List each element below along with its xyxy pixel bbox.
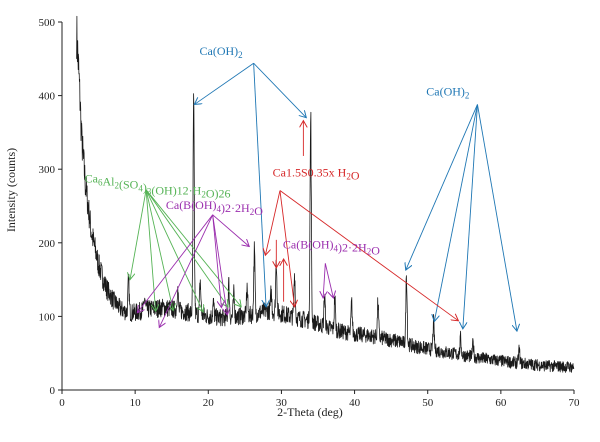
annotation-arrow [406,104,478,270]
x-tick-label: 0 [59,397,65,409]
annotation-group: Ca(B(OH)4)2·2H2O [283,238,380,298]
annotation-arrow [477,104,516,331]
annotation-group: Ca(B(OH)4)2·2H2O [137,198,263,327]
y-axis-title: Intensity (counts) [4,148,18,232]
annotation-arrow [279,190,458,321]
x-axis-title: 2-Theta (deg) [277,405,343,419]
x-tick-label: 10 [130,397,142,409]
y-ticks: 0 100 200 300 400 500 [39,17,62,397]
y-tick-label: 100 [39,311,56,323]
annotation-arrow [145,189,173,311]
annotation-arrow [130,189,147,280]
axes: 0 100 200 300 400 500 0 10 20 30 40 50 60 70 Intensi… [4,17,580,419]
annotation-arrow [279,190,295,307]
annotation-arrow [212,214,228,315]
annotation-group: Ca(OH)2 [406,85,517,332]
annotation-arrow [253,63,266,307]
annotation-group: Ca1.5S0.35x H2O [265,166,458,321]
y-tick-label: 200 [39,238,56,250]
annotation-label: Ca(OH)2 [200,44,243,60]
annotation-arrow [434,104,478,321]
x-tick-label: 30 [276,397,288,409]
x-tick-label: 40 [349,397,361,409]
y-tick-label: 300 [39,164,56,176]
y-tick-label: 500 [39,17,56,29]
y-tick-label: 400 [39,91,56,103]
annotation-arrow [212,214,222,308]
annotation-label: Ca6Al2(SO4)3(OH)12·H2O)26 [85,171,231,200]
annotation-arrow [145,189,241,307]
annotation-label: Ca(B(OH)4)2·2H2O [283,238,380,258]
annotations: Ca(OH)2Ca(OH)2Ca6Al2(SO4)3(OH)12·H2O)26C… [85,44,517,331]
annotation-arrow [463,104,478,328]
annotation-label: Ca(OH)2 [426,85,469,101]
annotation-arrow [253,62,307,117]
annotation-group: Ca6Al2(SO4)3(OH)12·H2O)26 [85,171,242,312]
x-tick-label: 60 [495,397,507,409]
annotation-arrow [324,263,333,298]
annotation-arrow [145,189,203,312]
x-tick-label: 70 [569,397,581,409]
annotation-arrow [137,214,214,313]
x-tick-label: 20 [203,397,215,409]
y-tick-label: 0 [50,385,56,397]
annotation-label: Ca(B(OH)4)2·2H2O [166,198,263,218]
annotation-label: Ca1.5S0.35x H2O [273,166,360,183]
annotation-arrow [265,190,281,256]
x-ticks: 0 10 20 30 40 50 60 70 [59,390,580,409]
annotation-arrow [159,214,214,328]
annotation-arrow [194,62,254,104]
annotation-arrow [323,263,325,298]
annotation-arrow [212,214,250,247]
annotation-group: Ca(OH)2 [194,44,306,307]
x-tick-label: 50 [422,397,434,409]
